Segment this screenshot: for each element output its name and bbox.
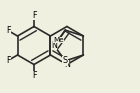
- Text: F: F: [32, 11, 36, 20]
- Text: F: F: [6, 26, 10, 35]
- Text: F: F: [32, 71, 36, 80]
- Text: F: F: [6, 56, 10, 65]
- Text: S: S: [63, 56, 68, 65]
- Text: N: N: [64, 60, 70, 69]
- Text: N: N: [51, 41, 57, 50]
- Text: Me: Me: [53, 37, 64, 43]
